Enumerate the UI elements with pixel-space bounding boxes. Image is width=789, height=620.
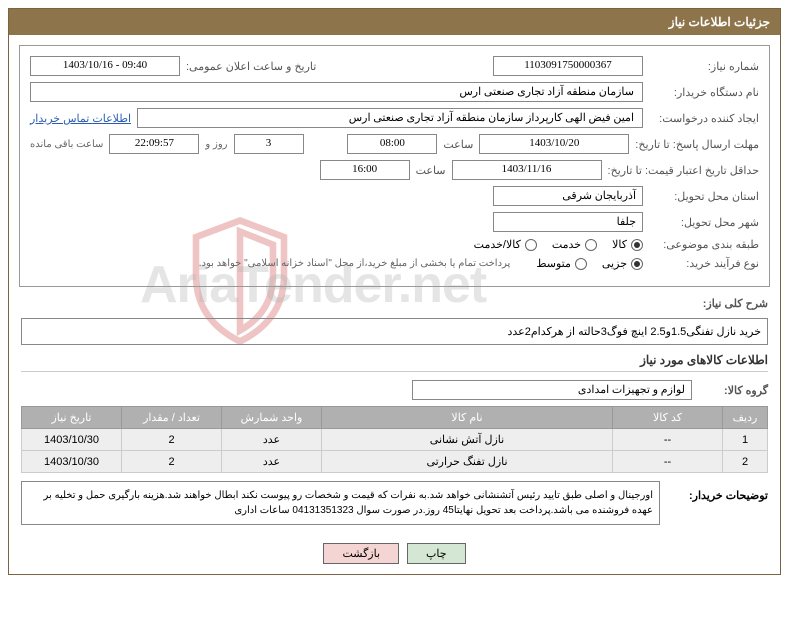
cell-qty: 2 [122,429,222,451]
row-province: استان محل تحویل: آذربایجان شرقی [30,186,759,206]
category-label: طبقه بندی موضوعی: [649,238,759,251]
remaining-days: 3 [234,134,304,154]
row-buyer-org: نام دستگاه خریدار: سازمان منطقه آزاد تجا… [30,82,759,102]
row-process: نوع فرآیند خرید: جزیی متوسط پرداخت تمام … [30,257,759,270]
row-goods-group: گروه کالا: لوازم و تجهیزات امدادی [21,380,768,400]
request-no-value: 1103091750000367 [493,56,643,76]
th-code: کد کالا [613,407,723,429]
th-qty: تعداد / مقدار [122,407,222,429]
process-radio-group: جزیی متوسط [536,257,643,270]
row-city: شهر محل تحویل: جلفا [30,212,759,232]
creator-label: ایجاد کننده درخواست: [649,112,759,125]
row-deadline: مهلت ارسال پاسخ: تا تاریخ: 1403/10/20 سا… [30,134,759,154]
cell-unit: عدد [222,451,322,473]
validity-time: 16:00 [320,160,410,180]
cell-date: 1403/10/30 [22,451,122,473]
radio-service-label: خدمت [552,238,581,251]
cell-name: نازل تفنگ حرارتی [322,451,613,473]
th-unit: واحد شمارش [222,407,322,429]
buyer-notes-text: اورجینال و اصلی طبق تایید رئیس آتشنشانی … [21,481,660,525]
cell-row: 1 [723,429,768,451]
cell-qty: 2 [122,451,222,473]
process-label: نوع فرآیند خرید: [649,257,759,270]
deadline-label: مهلت ارسال پاسخ: تا تاریخ: [635,138,759,151]
buyer-org-value: سازمان منطقه آزاد تجاری صنعتی ارس [30,82,643,102]
radio-icon [585,239,597,251]
city-label: شهر محل تحویل: [649,216,759,229]
cell-code: -- [613,451,723,473]
buyer-org-label: نام دستگاه خریدار: [649,86,759,99]
table-header-row: ردیف کد کالا نام کالا واحد شمارش تعداد /… [22,407,768,429]
radio-icon [631,239,643,251]
radio-both-label: کالا/خدمت [474,238,521,251]
radio-medium[interactable]: متوسط [536,257,587,270]
form-panel: شماره نیاز: 1103091750000367 تاریخ و ساع… [19,45,770,287]
buyer-notes-section: توضیحات خریدار: اورجینال و اصلی طبق تایی… [21,481,768,525]
row-creator: ایجاد کننده درخواست: امین فیض الهی کارپر… [30,108,759,128]
th-row: ردیف [723,407,768,429]
time-label-1: ساعت [443,138,473,151]
summary-value: خرید نازل تفنگی1.5و2.5 اینچ فوگ3حالته از… [21,318,768,345]
th-name: نام کالا [322,407,613,429]
th-date: تاریخ نیاز [22,407,122,429]
print-button[interactable]: چاپ [407,543,466,564]
cell-row: 2 [723,451,768,473]
table-row: 1 -- نازل آتش نشانی عدد 2 1403/10/30 [22,429,768,451]
radio-icon [525,239,537,251]
cell-date: 1403/10/30 [22,429,122,451]
cell-code: -- [613,429,723,451]
radio-icon [631,258,643,270]
row-validity: حداقل تاریخ اعتبار قیمت: تا تاریخ: 1403/… [30,160,759,180]
radio-service[interactable]: خدمت [552,238,597,251]
days-and-label: روز و [205,139,227,150]
announce-label: تاریخ و ساعت اعلان عمومی: [186,60,316,73]
buyer-contact-link[interactable]: اطلاعات تماس خریدار [30,112,131,125]
goods-table: ردیف کد کالا نام کالا واحد شمارش تعداد /… [21,406,768,473]
radio-goods[interactable]: کالا [612,238,643,251]
remaining-label: ساعت باقی مانده [30,139,103,150]
request-no-label: شماره نیاز: [649,60,759,73]
radio-medium-label: متوسط [536,257,571,270]
footer-buttons: چاپ بازگشت [9,533,780,574]
row-request-no: شماره نیاز: 1103091750000367 تاریخ و ساع… [30,56,759,76]
radio-goods-label: کالا [612,238,627,251]
buyer-notes-label: توضیحات خریدار: [668,481,768,502]
payment-note: پرداخت تمام یا بخشی از مبلغ خرید،از محل … [199,258,511,269]
goods-table-wrap: ردیف کد کالا نام کالا واحد شمارش تعداد /… [21,406,768,473]
announce-value: 09:40 - 1403/10/16 [30,56,180,76]
radio-both[interactable]: کالا/خدمت [474,238,537,251]
deadline-date: 1403/10/20 [479,134,629,154]
radio-partial-label: جزیی [602,257,627,270]
goods-group-value: لوازم و تجهیزات امدادی [412,380,692,400]
province-value: آذربایجان شرقی [493,186,643,206]
back-button[interactable]: بازگشت [323,543,399,564]
main-container: جزئیات اطلاعات نیاز شماره نیاز: 11030917… [8,8,781,575]
cell-unit: عدد [222,429,322,451]
deadline-time: 08:00 [347,134,437,154]
row-summary: شرح کلی نیاز: [21,297,768,310]
cell-name: نازل آتش نشانی [322,429,613,451]
page-title: جزئیات اطلاعات نیاز [9,9,780,35]
time-label-2: ساعت [416,164,446,177]
table-row: 2 -- نازل تفنگ حرارتی عدد 2 1403/10/30 [22,451,768,473]
radio-icon [575,258,587,270]
remaining-time: 22:09:57 [109,134,199,154]
validity-label: حداقل تاریخ اعتبار قیمت: تا تاریخ: [608,164,759,177]
creator-value: امین فیض الهی کارپرداز سازمان منطقه آزاد… [137,108,643,128]
province-label: استان محل تحویل: [649,190,759,203]
category-radio-group: کالا خدمت کالا/خدمت [474,238,643,251]
radio-partial[interactable]: جزیی [602,257,643,270]
city-value: جلفا [493,212,643,232]
row-category: طبقه بندی موضوعی: کالا خدمت کالا/خدمت [30,238,759,251]
summary-label: شرح کلی نیاز: [658,297,768,310]
validity-date: 1403/11/16 [452,160,602,180]
goods-section-title: اطلاعات کالاهای مورد نیاز [21,353,768,372]
goods-group-label: گروه کالا: [698,384,768,397]
